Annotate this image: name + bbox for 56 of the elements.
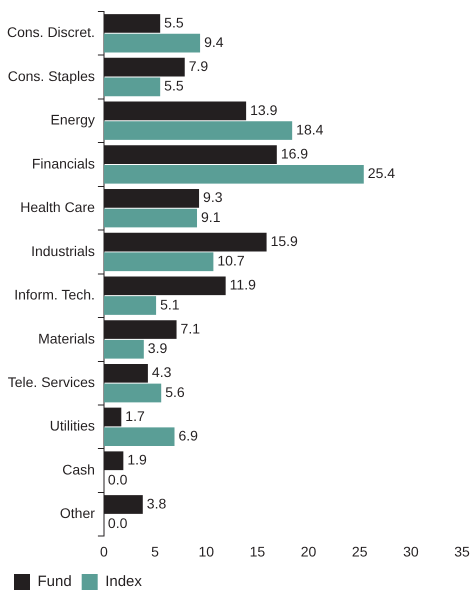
y-tick-label: Cons. Staples [8,68,95,84]
y-tick-label: Financials [32,155,95,172]
y-tick-label: Tele. Services [8,374,95,390]
data-label: 15.9 [270,232,298,249]
x-tick-label: 35 [454,543,470,560]
data-label: 16.9 [280,145,308,162]
data-label: 3.9 [148,340,168,356]
data-label: 6.9 [178,428,198,444]
y-tick-label: Materials [38,330,95,346]
x-tick-label: 10 [198,543,214,560]
x-tick-label: 0 [100,543,108,560]
bar [104,384,162,402]
data-label: 5.5 [164,14,184,30]
data-label: 7.9 [188,58,208,74]
y-tick-label: Other [60,505,96,522]
x-tick-label: 30 [403,543,419,560]
data-label: 3.8 [146,495,166,512]
data-label: 1.9 [127,452,148,468]
bar [104,427,175,446]
data-label: 1.7 [125,408,145,424]
x-tick-label: 20 [300,543,317,560]
data-label: 10.7 [217,252,245,269]
y-tick-label: Energy [50,112,95,128]
data-label: 4.3 [152,364,172,380]
bar [104,252,214,272]
y-tick-label: Industrials [31,242,95,259]
y-tick-label: Utilities [50,418,95,434]
data-label: 5.1 [160,296,180,312]
bar [104,34,200,52]
data-label: 9.3 [203,189,223,206]
data-label: 0.0 [108,471,128,488]
data-label: 13.9 [250,102,278,118]
data-label: 11.9 [230,276,256,293]
data-label: 0.0 [108,515,128,532]
x-tick-label: 25 [352,543,368,560]
data-label: 18.4 [296,121,324,138]
bar [104,208,198,228]
legend-label: Fund [38,573,72,590]
data-label: 5.6 [165,384,185,400]
x-tick-label: 5 [151,543,160,560]
bar [104,164,364,184]
data-label: 25.4 [368,165,396,182]
bar [104,296,156,315]
bar [104,121,292,140]
y-tick-label: Health Care [20,199,96,216]
bar [104,77,160,96]
y-tick-label: Cash [62,461,95,478]
x-tick-label: 15 [250,543,266,560]
data-label: 7.1 [180,320,200,336]
y-tick-label: Inform. Tech. [14,286,95,303]
data-label: 9.4 [204,34,224,50]
bar [104,340,144,359]
y-tick-label: Cons. Discret. [6,24,95,40]
legend-label: Index [105,573,142,590]
data-label: 5.5 [164,78,184,94]
data-label: 9.1 [201,208,221,225]
